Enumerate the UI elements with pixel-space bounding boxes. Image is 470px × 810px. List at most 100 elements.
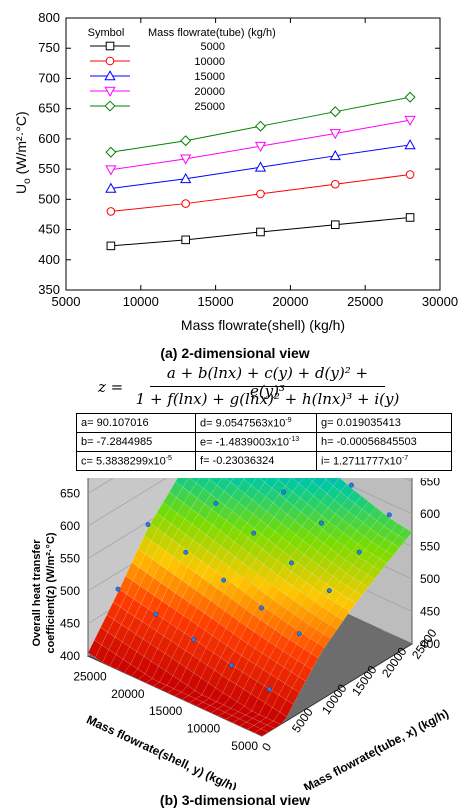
data-point (106, 207, 116, 216)
data-point (105, 56, 115, 66)
surface-cell (254, 728, 269, 737)
data-point (105, 165, 117, 176)
data-point (191, 637, 197, 642)
data-point (105, 182, 117, 193)
surface-cell (120, 594, 135, 613)
surface-cell (136, 638, 151, 657)
surface-cell (242, 478, 246, 480)
data-point (254, 141, 267, 152)
x-tick-label: 15000 (198, 294, 234, 309)
data-point (349, 482, 354, 488)
caption-3d: (b) 3-dimensional view (159, 792, 311, 808)
equation-denominator: 1 + f(lnx) + g(lnx)² + h(lnx)³ + i(y) (135, 390, 400, 408)
surface-cell (208, 669, 223, 689)
surface-cell (232, 718, 247, 727)
x-tick-label: 0 (259, 740, 274, 754)
surface-cell (181, 566, 196, 586)
surface-cell (250, 573, 265, 590)
data-point (105, 41, 115, 51)
x-tick-label: 10000 (123, 294, 159, 309)
data-point (180, 172, 192, 184)
z-tick-label-right: 550 (420, 540, 440, 554)
z-tick-label-left: 450 (60, 617, 80, 631)
coef-cell: i= 1.2711777x10-7 (316, 451, 452, 471)
y-tick-label: 650 (38, 101, 60, 116)
legend-label: 25000 (194, 101, 225, 113)
coef-cell: b= -7.2844985 (76, 432, 196, 452)
surface-cell (275, 478, 280, 480)
coef-cell: e= -1.4839003x10-13 (195, 432, 317, 452)
surface-cell (218, 711, 233, 720)
surface-cell (323, 478, 328, 480)
y-tick-label: 25000 (73, 669, 107, 683)
data-point (251, 530, 257, 536)
legend-title-series: Mass flowrate(tube) (kg/h) (148, 27, 276, 39)
data-point (104, 86, 116, 97)
data-point (183, 549, 189, 555)
x-tick-label: 25000 (347, 294, 383, 309)
data-point (405, 213, 415, 222)
legend-item: 15000 (90, 70, 225, 83)
data-point (256, 189, 265, 199)
x-axis-label: Mass flowrate(shell) (kg/h) (181, 317, 345, 333)
surface-cell (248, 648, 263, 666)
surface-cell (174, 691, 189, 700)
coef-cell: h= -0.00056845503 (316, 432, 452, 452)
line-chart-2d: 5000 10000 15000 20000 25000 30000 350 400 450 50… (13, 10, 458, 333)
wall-grid (87, 478, 413, 527)
data-point (104, 100, 116, 112)
z-tick-label-left: 550 (60, 552, 80, 566)
y-tick-label: 500 (38, 191, 60, 206)
surface-cell (212, 623, 227, 641)
surface-cell (234, 531, 249, 548)
coef-cell: a= 90.107016 (76, 413, 196, 433)
legend-item: 20000 (90, 86, 225, 98)
surface-cell (180, 667, 195, 686)
surface-cell (196, 701, 211, 710)
y-tick-label: 450 (38, 222, 60, 237)
data-point (229, 662, 234, 668)
legend-title-symbol: Symbol (88, 27, 125, 39)
data-point (329, 106, 341, 118)
legend-item: 5000 (90, 41, 225, 53)
surface-cell (254, 519, 269, 535)
coefficient-table: a= 90.107016 d= 9.0547563x10-9 g= 0.0190… (76, 413, 452, 471)
legend-label: 15000 (194, 71, 225, 83)
surface-cell (217, 593, 232, 612)
data-point (254, 120, 266, 132)
surface-cell (218, 505, 233, 521)
fitted-surface (87, 478, 413, 737)
data-point (329, 129, 341, 140)
z-tick-label-left: 650 (60, 487, 80, 501)
y-tick-label: 400 (38, 252, 60, 267)
data-point (266, 686, 272, 692)
x-tick-label: 5000 (52, 294, 81, 309)
surface-cell (138, 673, 153, 683)
surface-cell (145, 678, 160, 687)
surface-cell (189, 478, 200, 484)
fit-equation: z = a + b(lnx) + c(y) + d(y)² + e(y)³ 1 … (0, 362, 470, 412)
y-tick-label: 350 (38, 282, 60, 297)
data-point (259, 605, 264, 611)
caption-2d: (a) 2-dimensional view (160, 345, 310, 361)
data-point (256, 227, 265, 237)
measured-points (115, 482, 392, 692)
data-point (356, 549, 362, 555)
data-point (180, 154, 192, 165)
z-tick-label-left: 500 (60, 584, 80, 598)
y-tick-label: 600 (38, 131, 60, 146)
surface-cell (308, 478, 316, 482)
surface-cell (194, 677, 209, 696)
z-tick-label-right: 500 (420, 572, 440, 586)
surface-cell (192, 642, 207, 661)
y-tick-label: 15000 (149, 704, 183, 718)
data-point (404, 91, 416, 103)
legend-label: 5000 (201, 41, 225, 53)
data-point (326, 588, 332, 594)
coef-cell: f= -0.23036324 (195, 451, 317, 471)
y-tick-label: 800 (38, 10, 60, 25)
surface-cell (236, 671, 251, 690)
data-point (145, 522, 151, 527)
z-tick-label-right: 400 (420, 637, 440, 651)
legend-item: 10000 (90, 56, 225, 68)
